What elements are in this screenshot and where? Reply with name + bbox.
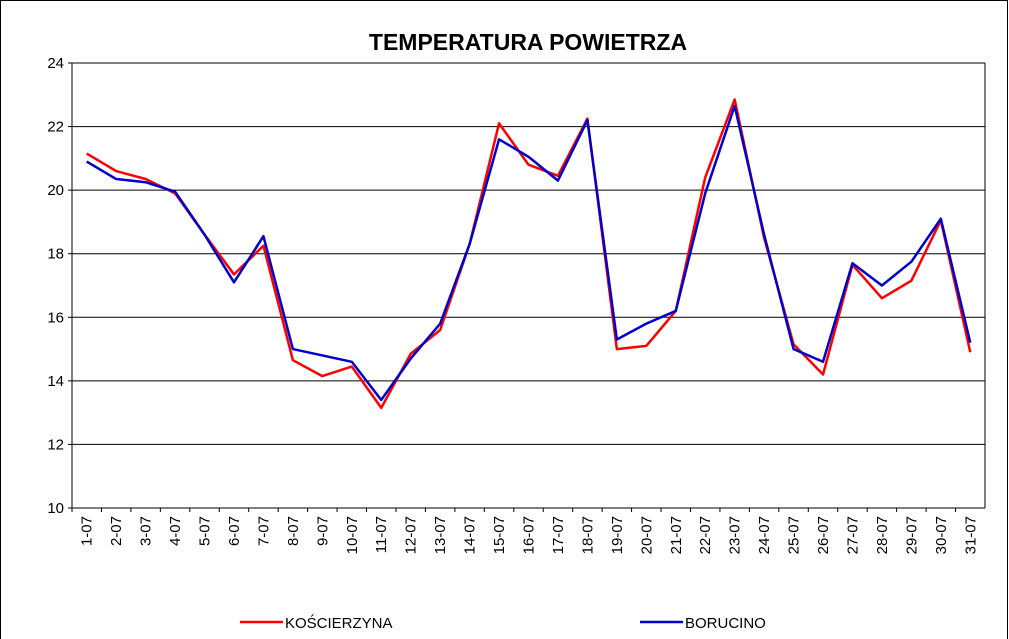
x-tick-label: 4-07	[167, 516, 184, 546]
y-tick-label: 10	[47, 500, 64, 517]
x-tick-label: 6-07	[226, 516, 243, 546]
y-tick-label: 20	[47, 182, 64, 199]
x-tick-label: 19-07	[609, 516, 626, 554]
x-tick-label: 15-07	[491, 516, 508, 554]
x-tick-label: 16-07	[521, 516, 538, 554]
y-tick-label: 12	[47, 436, 64, 453]
y-tick-label: 14	[47, 373, 64, 390]
x-tick-label: 20-07	[638, 516, 655, 554]
chart-title: TEMPERATURA POWIETRZA	[369, 29, 687, 55]
legend-label: KOŚCIERZYNA	[285, 614, 393, 632]
x-tick-label: 23-07	[727, 516, 744, 554]
x-tick-label: 1-07	[79, 516, 96, 546]
x-tick-label: 11-07	[373, 516, 390, 553]
x-tick-label: 3-07	[138, 516, 155, 546]
x-tick-label: 10-07	[344, 516, 361, 554]
x-tick-label: 5-07	[197, 516, 214, 546]
y-tick-label: 16	[47, 309, 64, 326]
x-tick-label: 12-07	[403, 516, 420, 554]
x-tick-label: 28-07	[874, 516, 891, 554]
x-tick-label: 2-07	[108, 516, 125, 546]
x-tick-label: 17-07	[550, 516, 567, 554]
x-tick-label: 18-07	[579, 516, 596, 554]
x-tick-label: 27-07	[844, 516, 861, 554]
x-tick-label: 14-07	[462, 516, 479, 554]
x-tick-label: 25-07	[786, 516, 803, 554]
y-tick-label: 22	[47, 119, 64, 136]
series-line	[86, 98, 972, 410]
series-line	[86, 104, 972, 402]
x-tick-label: 29-07	[903, 516, 920, 554]
x-tick-label: 8-07	[285, 516, 302, 546]
x-tick-label: 13-07	[432, 516, 449, 554]
y-tick-label: 24	[47, 55, 64, 72]
x-tick-label: 7-07	[255, 516, 272, 546]
legend-label: BORUCINO	[685, 615, 766, 632]
x-tick-label: 30-07	[933, 516, 950, 554]
x-tick-label: 31-07	[962, 516, 979, 554]
x-tick-label: 24-07	[756, 516, 773, 554]
x-tick-label: 26-07	[815, 516, 832, 554]
x-tick-label: 9-07	[314, 516, 331, 546]
x-tick-label: 21-07	[668, 516, 685, 554]
y-tick-label: 18	[47, 246, 64, 263]
x-tick-label: 22-07	[697, 516, 714, 554]
